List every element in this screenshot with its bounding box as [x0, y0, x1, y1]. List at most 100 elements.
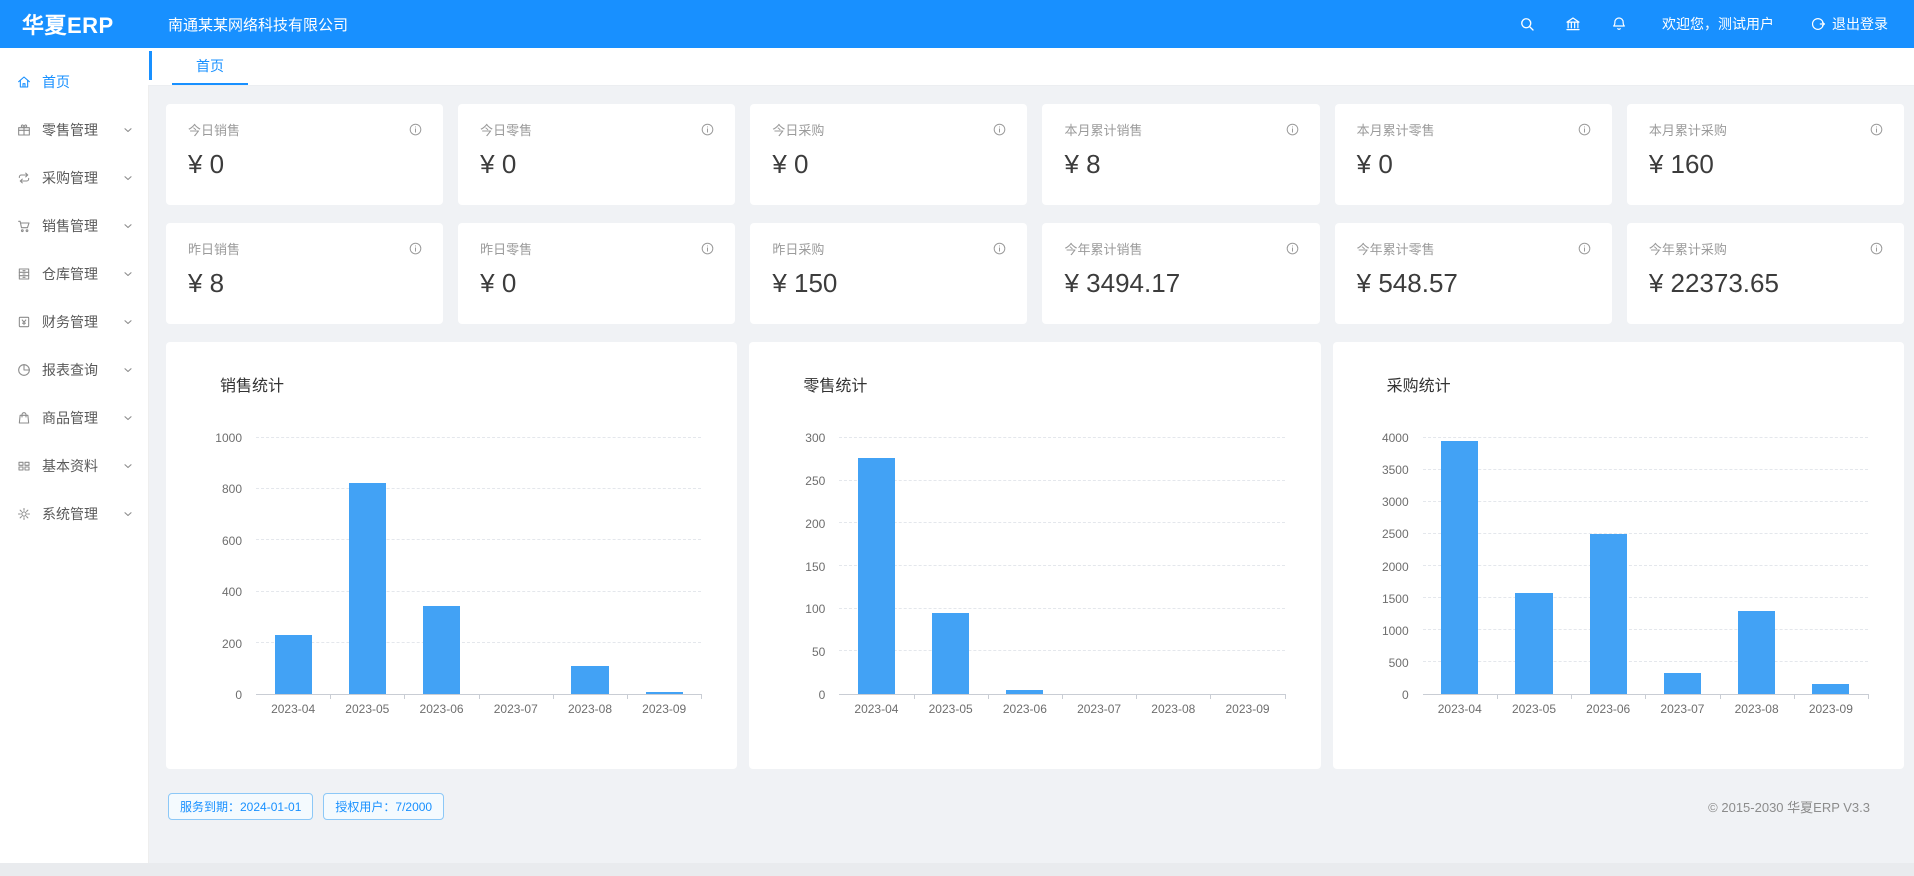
- bar-2023-04: [857, 457, 895, 694]
- bar-slot: [839, 438, 913, 694]
- sidebar-item-label: 系统管理: [42, 506, 98, 522]
- sidebar-item-label: 基本资料: [42, 458, 98, 474]
- service-expiry-badge: 服务到期：2024-01-01: [168, 793, 314, 820]
- sidebar-item-label: 仓库管理: [42, 266, 98, 282]
- retail-chart-card: 零售统计 0 50 100 150 200 250 300 2023-04 2023-05 20…: [749, 342, 1321, 769]
- y-axis-label: 250: [805, 473, 826, 488]
- axis-tick: [627, 694, 629, 699]
- y-axis-label: 2500: [1381, 527, 1409, 542]
- license-badges: 服务到期：2024-01-01 授权用户：7/2000: [168, 793, 1708, 820]
- stat-title: 昨日零售: [480, 242, 533, 257]
- x-axis-label: 2023-09: [1808, 702, 1853, 716]
- y-axis-label: 1000: [215, 431, 242, 445]
- y-axis-label: 4000: [1381, 431, 1409, 445]
- tab-home[interactable]: 首页: [172, 48, 248, 85]
- bar-2023-06: [1589, 534, 1627, 694]
- stat-cards-row-1: 今日销售 ¥ 0 今日零售 ¥ 0 今日采购 ¥ 0 本月累计销售 ¥ 8: [166, 104, 1904, 205]
- x-axis-label: 2023-04: [854, 702, 899, 716]
- bar-slot: [1794, 438, 1868, 694]
- stat-value: ¥ 548.57: [1356, 268, 1458, 298]
- info-icon[interactable]: [1285, 241, 1300, 256]
- info-icon[interactable]: [992, 122, 1007, 137]
- sidebar-item-warehouse[interactable]: 仓库管理: [0, 250, 148, 298]
- dashboard-footer: 服务到期：2024-01-01 授权用户：7/2000 © 2015-2030 …: [168, 793, 1894, 820]
- sales-bar-chart: 0 200 400 600 800 1000 2023-04 2023-05 2023-06 2…: [194, 431, 709, 716]
- stat-value: ¥ 0: [480, 149, 517, 179]
- y-axis-label: 800: [221, 482, 242, 497]
- chevron-down-icon: [124, 464, 132, 469]
- bar-slot: [553, 438, 627, 694]
- sidebar-item-reports[interactable]: 报表查询: [0, 346, 148, 394]
- chevron-down-icon: [124, 416, 132, 421]
- info-icon[interactable]: [992, 241, 1007, 256]
- logout-button[interactable]: 退出登录: [1810, 14, 1888, 34]
- info-icon[interactable]: [1577, 241, 1592, 256]
- sidebar-item-finance[interactable]: 财务管理: [0, 298, 148, 346]
- axis-tick: [404, 694, 406, 699]
- stat-card-today-retail: 今日零售 ¥ 0: [458, 104, 736, 205]
- x-axis-label: 2023-08: [1151, 702, 1196, 716]
- info-icon[interactable]: [1577, 122, 1592, 137]
- x-axis-label: 2023-08: [1734, 702, 1779, 716]
- bar-2023-09: [1812, 683, 1850, 694]
- y-axis-label: 150: [805, 559, 826, 574]
- bank-icon[interactable]: [1564, 15, 1582, 33]
- info-icon[interactable]: [1869, 241, 1884, 256]
- chevron-down-icon: [124, 320, 132, 325]
- x-axis-label: 2023-06: [1586, 702, 1631, 716]
- gridline: [1422, 469, 1868, 470]
- horizontal-scrollbar[interactable]: [0, 863, 1914, 876]
- sidebar-item-retail[interactable]: 零售管理: [0, 106, 148, 154]
- x-axis-label: 2023-07: [493, 702, 538, 716]
- stat-title: 本月累计销售: [1064, 123, 1143, 138]
- gridline: [1422, 565, 1868, 566]
- stat-value: ¥ 0: [772, 149, 809, 179]
- bar-slot: [1210, 438, 1284, 694]
- sidebar-item-label: 首页: [42, 74, 70, 90]
- axis-tick: [1571, 694, 1573, 699]
- bell-icon[interactable]: [1610, 15, 1628, 33]
- sidebar-item-purchase[interactable]: 采购管理: [0, 154, 148, 202]
- y-axis-label: 2000: [1381, 559, 1409, 574]
- bar-slot: [1497, 438, 1571, 694]
- chevron-down-icon: [124, 368, 132, 373]
- app-logo: 华夏ERP: [22, 13, 114, 38]
- sidebar-item-home[interactable]: 首页: [0, 58, 148, 106]
- info-icon[interactable]: [700, 122, 715, 137]
- sales-chart-card: 销售统计 0 200 400 600 800 1000 2023-04 2023-05 202…: [166, 342, 738, 769]
- search-icon[interactable]: [1518, 15, 1536, 33]
- info-icon[interactable]: [408, 241, 423, 256]
- sidebar-item-label: 零售管理: [42, 122, 98, 138]
- stat-title: 今日销售: [188, 123, 241, 138]
- gridline: [839, 522, 1285, 524]
- x-axis-label: 2023-04: [271, 702, 316, 716]
- home-icon: [18, 76, 30, 88]
- axis-tick: [987, 694, 989, 699]
- bar-2023-08: [571, 665, 609, 694]
- stat-card-yesterday-sales: 昨日销售 ¥ 8: [166, 223, 444, 324]
- x-axis-label: 2023-07: [1077, 702, 1122, 716]
- bar-2023-09: [645, 691, 683, 694]
- sidebar-item-basic-data[interactable]: 基本资料: [0, 442, 148, 490]
- sidebar-item-sales[interactable]: 销售管理: [0, 202, 148, 250]
- info-icon[interactable]: [408, 122, 423, 137]
- app-header: 华夏ERP 南通某某网络科技有限公司 欢迎您，测试用户 退出登录: [0, 0, 1914, 48]
- chevron-down-icon: [124, 176, 132, 181]
- info-icon[interactable]: [700, 241, 715, 256]
- main-area: 首页 今日销售 ¥ 0 今日零售 ¥ 0 今日采购 ¥ 0 本月累计销售: [148, 48, 1914, 876]
- x-axis-label: 2023-05: [1511, 702, 1556, 716]
- x-axis-label: 2023-09: [1225, 702, 1270, 716]
- info-icon[interactable]: [1869, 122, 1884, 137]
- x-axis-label: 2023-09: [642, 702, 687, 716]
- axis-tick: [1210, 694, 1212, 699]
- y-axis-label: 1000: [1381, 623, 1409, 638]
- sidebar-item-system[interactable]: 系统管理: [0, 490, 148, 538]
- stat-title: 今年累计零售: [1356, 242, 1435, 257]
- header-actions: 欢迎您，测试用户 退出登录: [1518, 14, 1914, 34]
- finance-icon: [18, 316, 30, 328]
- info-icon[interactable]: [1285, 122, 1300, 137]
- bar-slot: [479, 438, 553, 694]
- y-axis-label: 500: [1388, 655, 1409, 670]
- pie-chart-icon: [18, 364, 30, 376]
- sidebar-item-products[interactable]: 商品管理: [0, 394, 148, 442]
